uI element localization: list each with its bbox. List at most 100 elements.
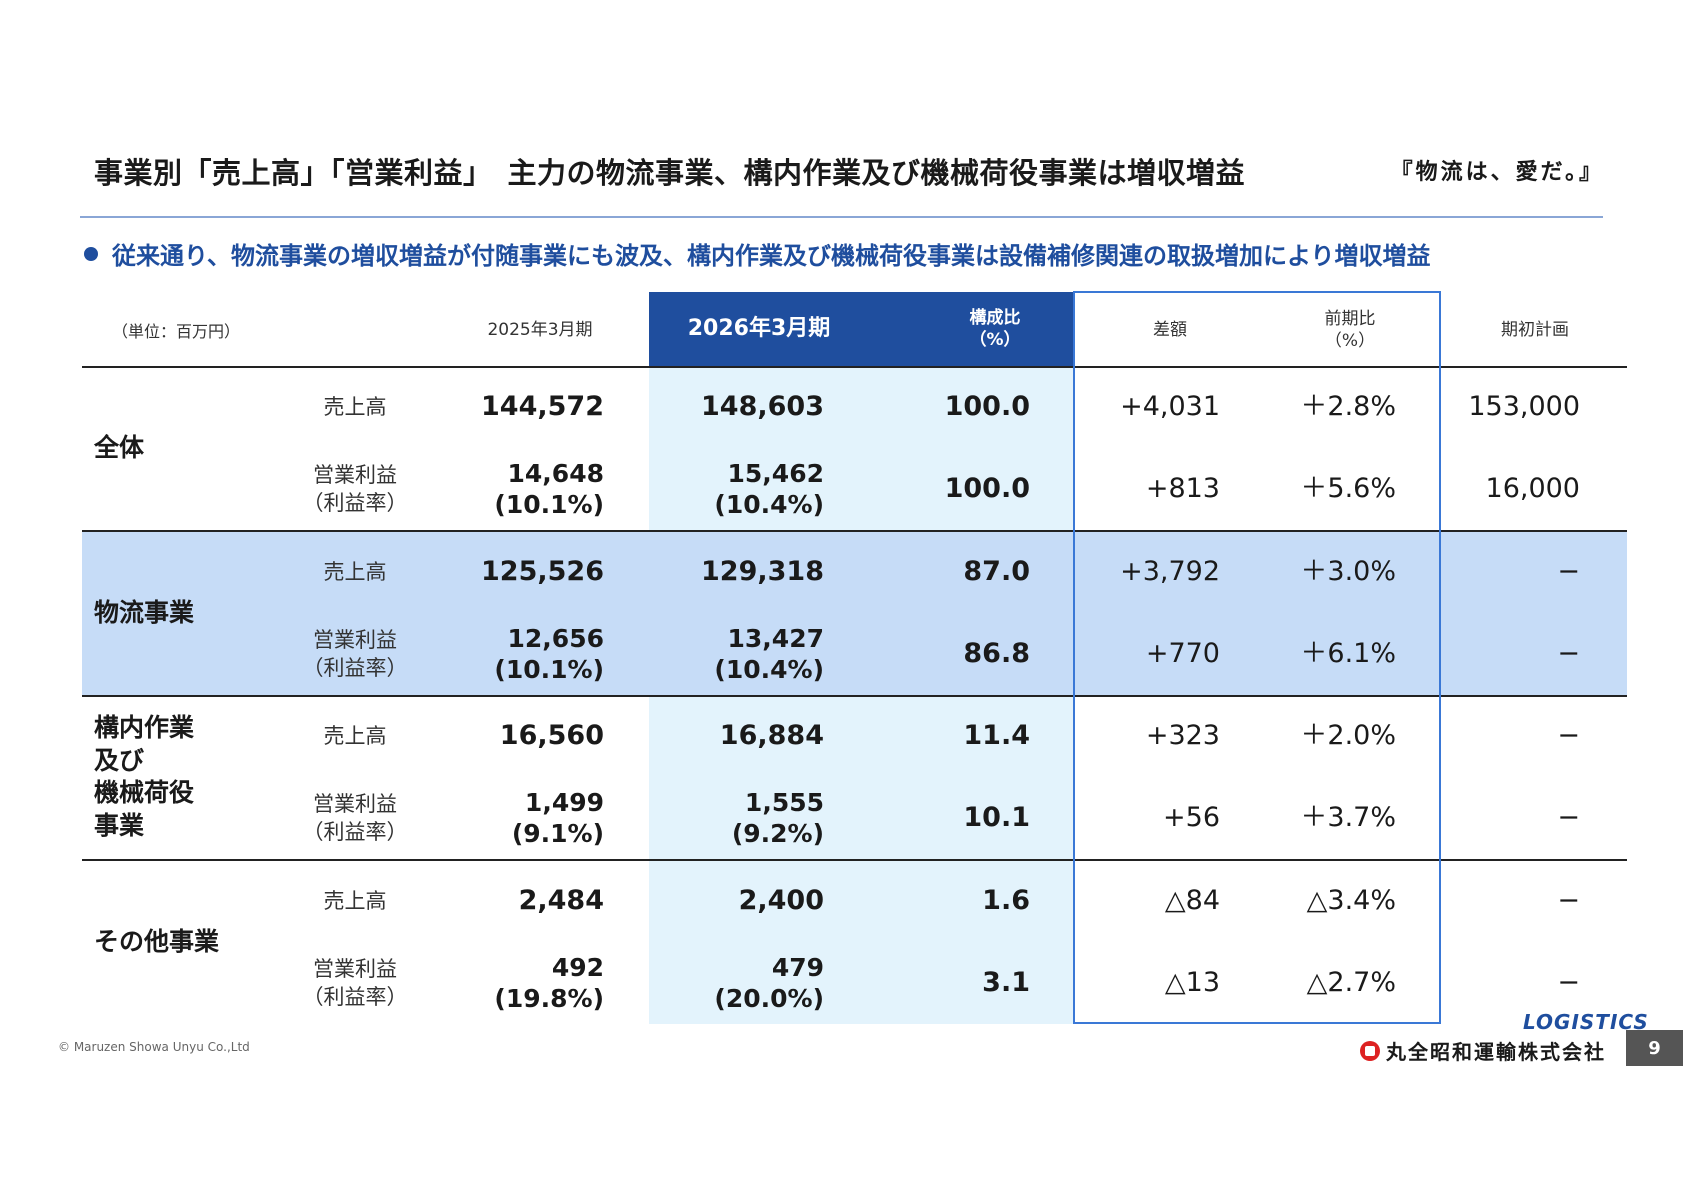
unit-text: （単位：百万円） [112, 322, 241, 341]
segment-label: その他事業 [94, 860, 274, 1024]
segment-label: 物流事業 [94, 531, 274, 695]
op-prev-value: 14,648 [507, 458, 604, 488]
op-ratio: 10.1 [963, 802, 1030, 834]
segment-label-line: 機械荷役 [94, 778, 195, 807]
op-ratio: 3.1 [982, 967, 1030, 999]
sales-diff: +4,031 [1120, 391, 1220, 423]
sales-diff: +3,792 [1120, 556, 1220, 588]
metric-op-label-line: （利益率） [302, 985, 408, 1009]
summary-text: 従来通り、物流事業の増収増益が付随事業にも波及、構内作業及び機械荷役事業は設備補… [112, 242, 1431, 270]
sales-curr: 2,400 [738, 885, 824, 917]
header-yoy-line2: （%） [1324, 331, 1376, 351]
metric-op-label: 営業利益 （利益率） [290, 942, 420, 1024]
op-plan: − [1557, 638, 1580, 670]
metric-sales-label: 売上高 [323, 888, 387, 913]
op-curr-rate: (9.2%) [731, 819, 824, 848]
metric-op-label: 営業利益 （利益率） [290, 448, 420, 530]
op-yoy: ＋3.7% [1300, 802, 1396, 834]
sales-prev: 144,572 [481, 391, 604, 423]
op-plan: 16,000 [1485, 473, 1580, 505]
copyright: © Maruzen Showa Unyu Co.,Ltd [58, 1040, 250, 1054]
metric-op-label-line: 営業利益 [313, 462, 397, 487]
op-curr-value: 15,462 [727, 458, 824, 488]
op-curr-rate: (10.4%) [714, 490, 824, 519]
header-curr: 2026年3月期 [687, 315, 831, 341]
rule-row3 [82, 859, 1627, 861]
segment-label-line: 事業 [94, 810, 145, 840]
header-ratio: 構成比 （%） [920, 292, 1070, 366]
rule-header [82, 366, 1627, 368]
company-logo: 丸全昭和運輸株式会社 [1360, 1036, 1606, 1065]
title-divider [80, 216, 1603, 218]
op-curr-rate: (20.0%) [714, 984, 824, 1013]
header-ratio-line1: 構成比 [969, 307, 1021, 328]
metric-op-label-line: （利益率） [302, 656, 408, 680]
segment-label-line: 全体 [94, 432, 145, 462]
metric-op-label: 営業利益 （利益率） [290, 777, 420, 859]
sales-diff: △84 [1164, 885, 1220, 917]
company-name: 丸全昭和運輸株式会社 [1386, 1040, 1606, 1064]
sales-prev: 2,484 [518, 885, 604, 917]
sales-ratio: 100.0 [944, 391, 1030, 423]
sales-prev: 125,526 [481, 556, 604, 588]
unit-label: （単位：百万円） [112, 292, 332, 368]
metric-op-label: 営業利益 （利益率） [290, 613, 420, 695]
op-plan: − [1557, 967, 1580, 999]
header-yoy: 前期比 （%） [1280, 292, 1420, 368]
op-prev-rate: (10.1%) [494, 490, 604, 519]
sales-plan: − [1557, 720, 1580, 752]
op-prev-value: 12,656 [507, 623, 604, 653]
sales-plan: 153,000 [1468, 391, 1580, 423]
op-curr: 13,427 (10.4%) [660, 613, 824, 695]
sales-yoy: △3.4% [1306, 885, 1396, 917]
header-prev: 2025年3月期 [487, 319, 593, 340]
op-yoy: ＋6.1% [1300, 638, 1396, 670]
op-curr-value: 1,555 [744, 787, 824, 817]
op-prev-value: 1,499 [524, 787, 604, 817]
header-diff: 差額 [1153, 319, 1187, 340]
op-yoy: △2.7% [1306, 967, 1396, 999]
op-plan: − [1557, 802, 1580, 834]
op-diff: +770 [1145, 638, 1220, 670]
op-prev-rate: (9.1%) [511, 819, 604, 848]
bullet-icon [84, 247, 98, 261]
segment-label-line: 構内作業 [94, 713, 195, 742]
op-prev: 14,648 (10.1%) [440, 448, 604, 530]
op-prev-value: 492 [551, 952, 604, 982]
metric-sales-label: 売上高 [323, 723, 387, 748]
sales-yoy: ＋3.0% [1300, 556, 1396, 588]
logistics-row-highlight [82, 531, 1627, 695]
op-yoy: ＋5.6% [1300, 473, 1396, 505]
sales-plan: − [1557, 885, 1580, 917]
sales-yoy: ＋2.8% [1300, 391, 1396, 423]
op-diff: +813 [1145, 473, 1220, 505]
summary-bullet: 従来通り、物流事業の増収増益が付随事業にも波及、構内作業及び機械荷役事業は設備補… [84, 236, 1431, 271]
sales-plan: − [1557, 556, 1580, 588]
tagline: 『物流は、愛だ。』 [1390, 159, 1604, 185]
header-plan: 期初計画 [1501, 319, 1569, 340]
metric-op-label-line: （利益率） [302, 491, 408, 515]
sales-ratio: 87.0 [963, 556, 1030, 588]
op-prev-rate: (19.8%) [494, 984, 604, 1013]
op-curr: 1,555 (9.2%) [660, 777, 824, 859]
op-ratio: 100.0 [944, 473, 1030, 505]
op-prev: 12,656 (10.1%) [440, 613, 604, 695]
sales-diff: +323 [1145, 720, 1220, 752]
op-diff: △13 [1164, 967, 1220, 999]
segment-label: 構内作業 及び 機械荷役 事業 [94, 695, 274, 859]
header-yoy-line1: 前期比 [1324, 308, 1376, 329]
segment-label: 全体 [94, 366, 274, 530]
segment-label-line: 物流事業 [94, 597, 195, 627]
sales-curr: 16,884 [719, 720, 824, 752]
rule-row1 [82, 530, 1627, 532]
sales-curr: 148,603 [701, 391, 824, 423]
rule-row2 [82, 695, 1627, 697]
op-ratio: 86.8 [963, 638, 1030, 670]
sales-prev: 16,560 [499, 720, 604, 752]
header-curr-block [649, 292, 1073, 366]
company-mark-icon [1360, 1040, 1380, 1061]
page-title: 事業別「売上高」「営業利益」 主力の物流事業、構内作業及び機械荷役事業は増収増益 [94, 156, 1246, 190]
metric-sales-label: 売上高 [323, 394, 387, 419]
header-ratio-line2: （%） [969, 330, 1021, 350]
segment-label-line: その他事業 [94, 926, 220, 956]
